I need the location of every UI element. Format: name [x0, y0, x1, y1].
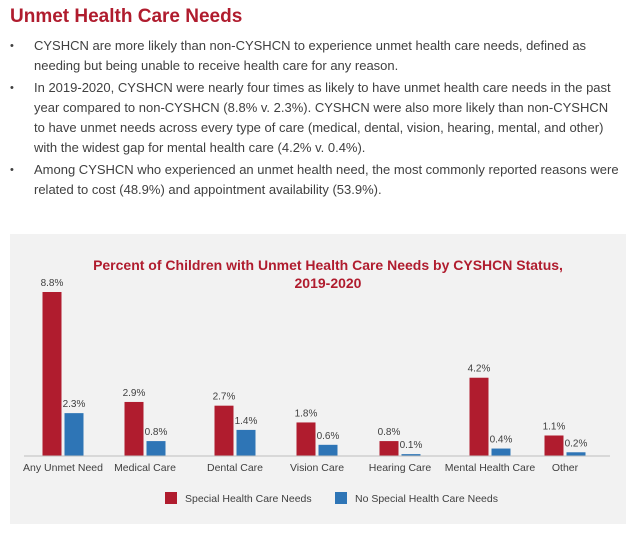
- data-label: 0.6%: [317, 431, 340, 442]
- chart-panel: Percent of Children with Unmet Health Ca…: [10, 234, 626, 524]
- bar-chart: Percent of Children with Unmet Health Ca…: [23, 257, 610, 505]
- bar-no-special-needs: [318, 444, 338, 456]
- legend-swatch: [165, 492, 177, 504]
- data-label: 8.8%: [41, 278, 64, 289]
- bullet-list: • CYSHCN are more likely than non-CYSHCN…: [10, 36, 622, 202]
- data-label: 0.4%: [490, 435, 513, 446]
- data-label: 1.1%: [543, 422, 566, 433]
- bullet-item: • Among CYSHCN who experienced an unmet …: [10, 160, 622, 200]
- bullet-text: Among CYSHCN who experienced an unmet he…: [34, 162, 619, 197]
- bar-special-needs: [124, 401, 144, 456]
- bar-no-special-needs: [491, 448, 511, 456]
- data-label: 2.9%: [123, 388, 146, 399]
- category-label: Any Unmet Need: [23, 462, 103, 474]
- bullet-text: In 2019-2020, CYSHCN were nearly four ti…: [34, 80, 611, 155]
- bullet-marker: •: [10, 82, 14, 94]
- bar-no-special-needs: [146, 441, 166, 456]
- legend: Special Health Care Needs No Special Heal…: [165, 492, 498, 505]
- data-label: 1.4%: [235, 416, 258, 427]
- chart-title-line1: Percent of Children with Unmet Health Ca…: [93, 257, 563, 273]
- data-label: 0.1%: [400, 440, 423, 451]
- category-label: Vision Care: [290, 462, 344, 474]
- data-label: 2.7%: [213, 392, 236, 403]
- bar-no-special-needs: [566, 452, 586, 456]
- data-label: 0.8%: [378, 427, 401, 438]
- bar-special-needs: [544, 435, 564, 456]
- bullet-item: • In 2019-2020, CYSHCN were nearly four …: [10, 78, 622, 158]
- bar-no-special-needs: [64, 413, 84, 456]
- data-label: 2.3%: [63, 399, 86, 410]
- data-label: 0.8%: [145, 427, 168, 438]
- legend-label: Special Health Care Needs: [185, 493, 312, 505]
- data-label: 1.8%: [295, 408, 318, 419]
- legend-label: No Special Health Care Needs: [355, 493, 498, 505]
- category-label: Mental Health Care: [445, 462, 536, 474]
- bullet-item: • CYSHCN are more likely than non-CYSHCN…: [10, 36, 622, 76]
- legend-swatch: [335, 492, 347, 504]
- bar-special-needs: [469, 377, 489, 456]
- bar-special-needs: [296, 422, 316, 456]
- bars-group: 8.8% 2.3% Any Unmet Need 2.9% 0.8% Medical Ca…: [23, 278, 610, 474]
- bullet-marker: •: [10, 40, 14, 52]
- data-label: 0.2%: [565, 438, 588, 449]
- category-label: Dental Care: [207, 462, 263, 474]
- category-label: Medical Care: [114, 462, 176, 474]
- chart-title-line2: 2019-2020: [295, 275, 362, 291]
- page-heading: Unmet Health Care Needs: [10, 6, 243, 27]
- bar-no-special-needs: [401, 454, 421, 456]
- bar-special-needs: [42, 292, 62, 456]
- data-label: 4.2%: [468, 364, 491, 375]
- bar-special-needs: [214, 405, 234, 456]
- bullet-marker: •: [10, 164, 14, 176]
- bullet-text: CYSHCN are more likely than non-CYSHCN t…: [34, 38, 587, 73]
- category-label: Other: [552, 462, 579, 474]
- category-label: Hearing Care: [369, 462, 432, 474]
- bar-no-special-needs: [236, 429, 256, 456]
- bar-special-needs: [379, 441, 399, 456]
